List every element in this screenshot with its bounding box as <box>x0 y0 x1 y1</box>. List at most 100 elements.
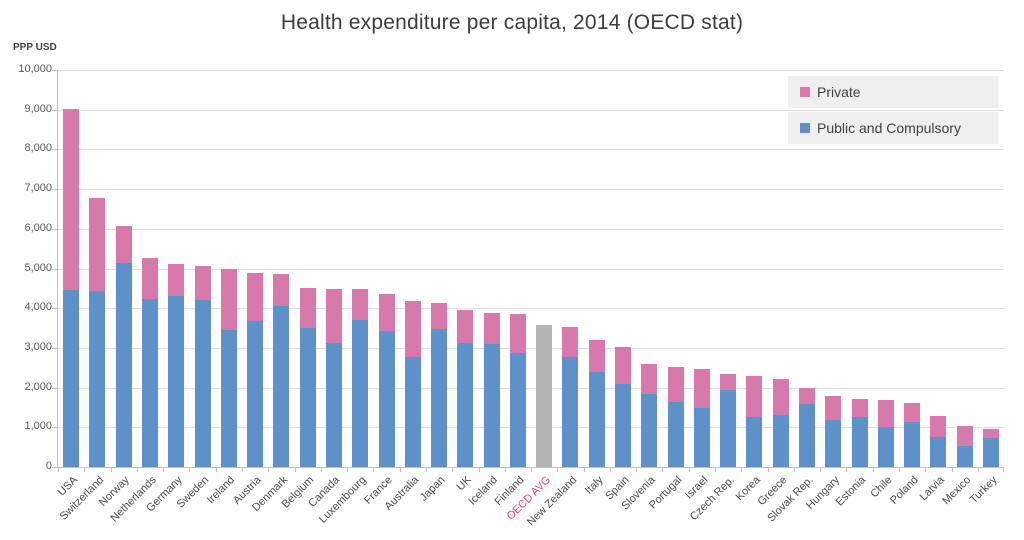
bar-slot: Slovenia <box>619 70 662 512</box>
bar-segment-private <box>562 327 579 358</box>
bar-slot: Hungary <box>804 70 846 512</box>
bar-segment-private <box>930 415 947 437</box>
bar-segment-public <box>141 299 158 467</box>
y-axis-tick-mark <box>52 149 57 151</box>
gridline <box>58 228 1004 230</box>
x-axis-label: Japan <box>417 474 448 504</box>
bar-segment-private <box>431 303 448 329</box>
gridline <box>58 308 1004 310</box>
y-axis-tick-label: 6,000 <box>24 221 52 234</box>
bar-segment-private <box>63 108 80 291</box>
bar-segment-public <box>89 291 106 467</box>
legend: Private Public and Compulsory <box>788 76 998 144</box>
bar-segment-private <box>982 428 999 439</box>
bar-slot: Chile <box>868 70 899 500</box>
bar-segment-public <box>220 330 237 467</box>
bar-segment-private <box>299 287 316 329</box>
bar-segment-private <box>273 274 290 306</box>
bar-segment-private <box>115 226 132 263</box>
bar-segment-public <box>588 371 605 467</box>
bar-segment-private <box>247 272 264 321</box>
bar-segment-private <box>220 268 237 331</box>
bar-slot: Netherlands <box>108 70 163 524</box>
bar-segment-private <box>378 294 395 331</box>
y-axis-tick-mark <box>52 308 57 310</box>
bar-slot: Korea <box>734 70 767 503</box>
bar-segment-public <box>799 404 816 467</box>
y-axis-tick-label: 7,000 <box>24 182 52 195</box>
bar-segment-private <box>904 403 921 423</box>
y-axis-unit-label: PPP USD <box>13 42 57 53</box>
bar-segment-public <box>273 305 290 467</box>
bar-segment-public <box>378 330 395 467</box>
bar-segment-public <box>247 320 264 467</box>
bar-segment-public <box>641 393 658 467</box>
bar-segment-public <box>509 353 526 467</box>
bar-slot: USA <box>55 70 84 498</box>
legend-label-private: Private <box>817 84 861 100</box>
bar-slot: Ireland <box>205 70 242 506</box>
bar-slot: Portugal <box>647 70 688 511</box>
bar-segment-public <box>457 343 474 467</box>
bar-slot: Turkey <box>967 70 1005 506</box>
bar-slot: New Zealand <box>525 70 583 528</box>
bar-segment-public <box>877 427 894 467</box>
bar-segment-private <box>194 266 211 300</box>
chart-title: Health expenditure per capita, 2014 (OEC… <box>280 11 744 34</box>
y-axis-tick-mark <box>52 268 57 270</box>
bar-slot: Mexico <box>940 70 978 507</box>
y-axis-tick-mark <box>52 347 57 349</box>
bar-slot: OECD AVG <box>504 70 557 523</box>
bar-slot: Israel <box>683 70 715 502</box>
public-series-swatch-icon <box>800 123 810 133</box>
bar-segment-public <box>63 290 80 467</box>
y-axis-tick-mark <box>52 427 57 429</box>
y-axis-tick-mark <box>52 189 57 191</box>
bar-segment-private <box>667 366 684 402</box>
bar-slot: UK <box>452 70 478 493</box>
gridline <box>58 347 1004 349</box>
bar-slot: France <box>362 70 399 507</box>
bar-segment-public <box>772 415 789 467</box>
y-axis-tick-label: 4,000 <box>24 301 52 314</box>
bar-segment-public <box>168 295 185 467</box>
bar-segment-private <box>720 373 737 390</box>
bar-segment-private <box>483 313 500 344</box>
bar-segment-private <box>457 310 474 344</box>
bar-segment-private <box>168 264 185 296</box>
bar-segment-private <box>825 396 842 421</box>
y-axis-tick-label: 8,000 <box>24 142 52 155</box>
bar-segment-public <box>299 328 316 467</box>
gridline <box>58 387 1004 389</box>
bar-slot: Australia <box>383 70 426 513</box>
bar-segment-private <box>641 363 658 394</box>
y-axis-tick-label: 5,000 <box>24 261 52 274</box>
gridline <box>58 189 1004 191</box>
bar-segment-private <box>772 378 789 415</box>
bar-slot: Greece <box>755 70 794 508</box>
gridline <box>58 70 1004 71</box>
bar-segment-public <box>483 343 500 467</box>
bar-segment-public <box>352 320 369 467</box>
bar-segment-public <box>693 408 710 467</box>
bar-slot: Poland <box>888 70 925 507</box>
bar-segment-public <box>615 383 632 467</box>
bar-slot: Spain <box>603 70 636 502</box>
bar-slot: Canada <box>307 70 347 510</box>
legend-label-public: Public and Compulsory <box>817 120 961 136</box>
x-axis-label: Mexico <box>940 474 974 508</box>
y-axis-tick-label: 9,000 <box>24 102 52 115</box>
gridline <box>58 109 1004 111</box>
bar-segment-private <box>509 314 526 354</box>
y-axis-tick-label: 1,000 <box>24 420 52 433</box>
bar-slot: Austria <box>231 70 268 507</box>
y-axis-tick-label: 2,000 <box>24 380 52 393</box>
gridline <box>58 427 1004 429</box>
bar-segment-private <box>325 289 342 343</box>
bar-segment-public <box>325 342 342 467</box>
gridline <box>58 149 1004 151</box>
plot-area <box>58 70 1004 467</box>
y-axis-line <box>57 70 58 467</box>
bar-slot: Denmark <box>250 70 294 514</box>
legend-item-public: Public and Compulsory <box>788 112 998 144</box>
